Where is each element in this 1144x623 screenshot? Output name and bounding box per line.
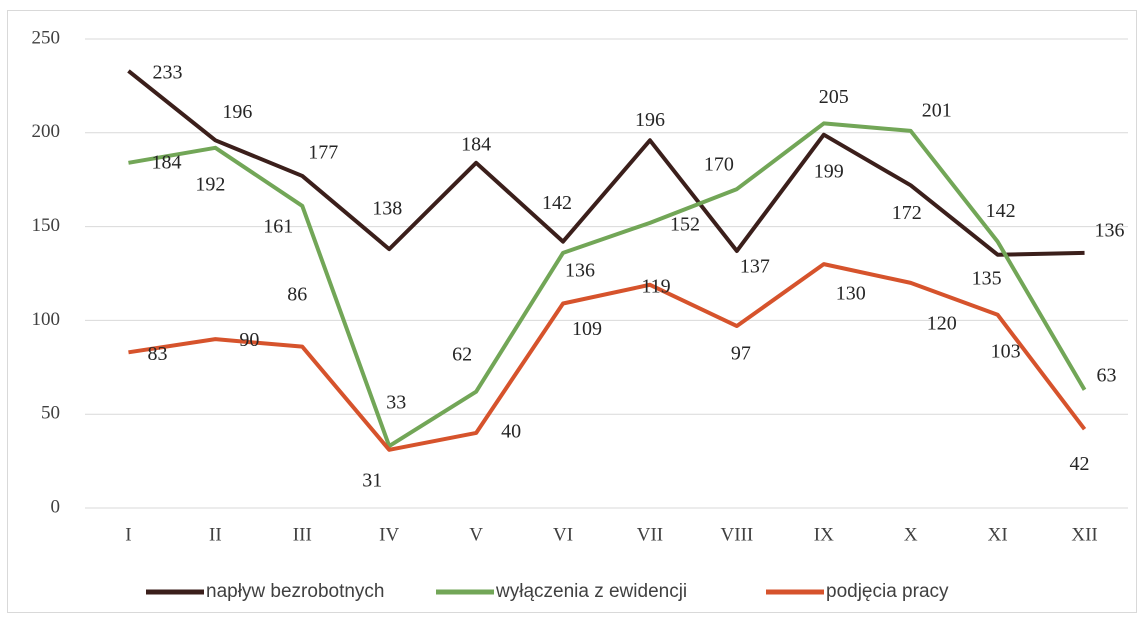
x-tick-label: III (293, 524, 312, 545)
x-tick-label: VIII (721, 524, 754, 545)
data-label: 142 (542, 192, 572, 214)
x-tick-label: V (469, 524, 483, 545)
data-label: 184 (151, 151, 181, 173)
data-label: 142 (986, 200, 1016, 222)
x-tick-label: IV (379, 524, 399, 545)
y-tick-label: 50 (41, 403, 60, 424)
data-label: 63 (1097, 364, 1117, 386)
legend-label: wyłączenia z ewidencji (495, 581, 687, 602)
data-label: 201 (922, 100, 952, 122)
data-label: 33 (386, 392, 406, 414)
data-label: 136 (1095, 219, 1125, 241)
x-tick-label: I (125, 524, 131, 545)
legend-label: podjęcia pracy (826, 581, 949, 602)
series-line (128, 121, 1087, 449)
data-label: 135 (972, 267, 1002, 289)
data-label: 196 (635, 109, 665, 131)
y-tick-label: 0 (51, 496, 61, 517)
data-label: 62 (452, 343, 472, 365)
series-line (128, 262, 1087, 452)
data-label: 161 (263, 216, 293, 238)
data-label: 109 (572, 318, 602, 340)
data-label: 170 (704, 154, 734, 176)
data-label: 172 (892, 202, 922, 224)
data-label: 86 (287, 283, 307, 305)
y-tick-label: 200 (32, 121, 61, 142)
data-label: 152 (670, 213, 700, 235)
data-label: 83 (147, 343, 167, 365)
data-label: 90 (239, 329, 259, 351)
data-label: 103 (991, 340, 1021, 362)
data-label: 196 (222, 101, 252, 123)
series-line (127, 69, 1085, 257)
data-label: 233 (152, 61, 182, 83)
data-label: 40 (501, 421, 521, 443)
data-label: 192 (195, 173, 225, 195)
data-label: 31 (362, 469, 382, 491)
x-tick-label: IX (814, 524, 834, 545)
data-label: 97 (731, 343, 751, 365)
data-label: 136 (565, 259, 595, 281)
x-tick-label: VII (637, 524, 663, 545)
data-label: 137 (740, 256, 770, 278)
data-label: 130 (836, 283, 866, 305)
data-label: 120 (927, 312, 957, 334)
legend-label: napływ bezrobotnych (206, 581, 385, 602)
x-tick-label: VI (553, 524, 573, 545)
x-tick-label: XI (988, 524, 1008, 545)
x-tick-label: X (904, 524, 918, 545)
data-label: 177 (308, 142, 338, 164)
data-label: 205 (819, 86, 849, 108)
data-label: 42 (1070, 453, 1090, 475)
x-tick-label: XII (1071, 524, 1097, 545)
x-tick-label: II (209, 524, 222, 545)
data-label: 184 (461, 133, 491, 155)
y-tick-label: 100 (32, 309, 61, 330)
data-label: 199 (814, 160, 844, 182)
y-tick-label: 150 (32, 215, 61, 236)
data-label: 138 (372, 198, 402, 220)
y-tick-label: 250 (32, 27, 61, 48)
chart-frame (7, 10, 1137, 613)
data-label: 119 (641, 275, 670, 297)
